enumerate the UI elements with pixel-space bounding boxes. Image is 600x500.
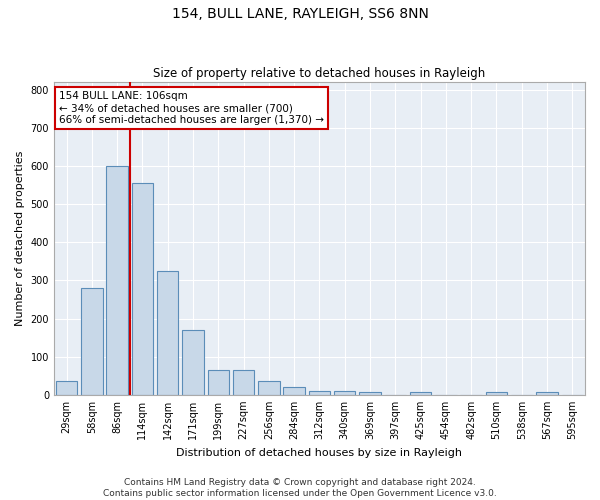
Bar (182, 330, 204, 395)
Text: 154, BULL LANE, RAYLEIGH, SS6 8NN: 154, BULL LANE, RAYLEIGH, SS6 8NN (172, 8, 428, 22)
Bar (283, 387, 305, 395)
Bar (208, 370, 229, 395)
Title: Size of property relative to detached houses in Rayleigh: Size of property relative to detached ho… (154, 66, 485, 80)
Bar (157, 271, 178, 395)
Bar (410, 392, 431, 395)
Bar (81, 288, 103, 395)
Y-axis label: Number of detached properties: Number of detached properties (15, 150, 25, 326)
Text: Contains HM Land Registry data © Crown copyright and database right 2024.
Contai: Contains HM Land Registry data © Crown c… (103, 478, 497, 498)
Bar (258, 382, 280, 395)
Bar (536, 392, 558, 395)
Bar (486, 392, 507, 395)
Bar (359, 392, 381, 395)
Bar (131, 183, 153, 395)
Bar (334, 391, 355, 395)
Bar (56, 382, 77, 395)
Text: 154 BULL LANE: 106sqm
← 34% of detached houses are smaller (700)
66% of semi-det: 154 BULL LANE: 106sqm ← 34% of detached … (59, 92, 324, 124)
Bar (233, 370, 254, 395)
X-axis label: Distribution of detached houses by size in Rayleigh: Distribution of detached houses by size … (176, 448, 463, 458)
Bar (106, 166, 128, 395)
Bar (309, 391, 330, 395)
